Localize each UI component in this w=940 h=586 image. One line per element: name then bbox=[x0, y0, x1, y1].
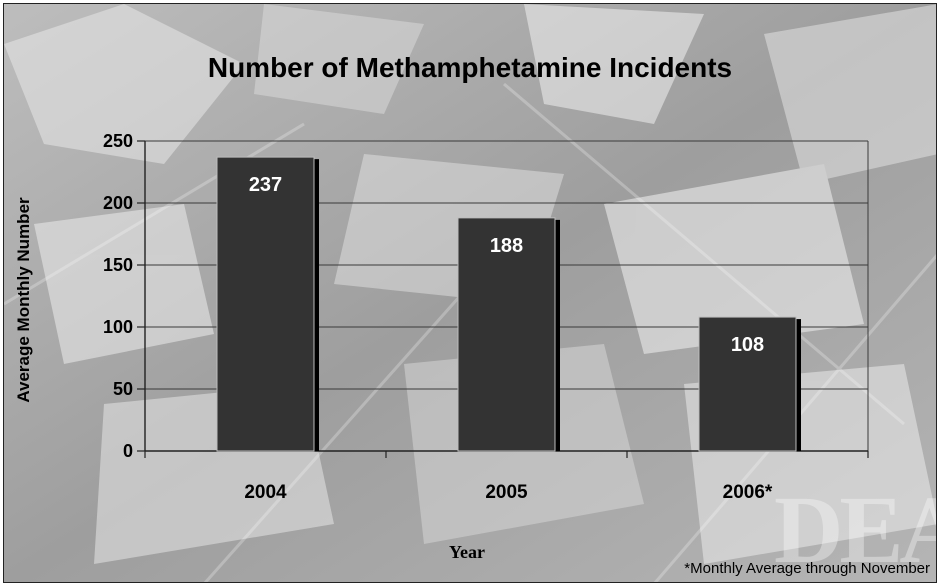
x-axis-label: Year bbox=[449, 542, 485, 562]
x-tick-label-2006*: 2006* bbox=[723, 482, 773, 503]
y-tick-label-200: 200 bbox=[103, 193, 133, 213]
x-tick-label-2004: 2004 bbox=[244, 482, 287, 503]
dea-watermark-logo: DEA bbox=[774, 476, 936, 583]
chart-title: Number of Methamphetamine Incidents bbox=[207, 52, 733, 83]
y-tick-label-100: 100 bbox=[103, 317, 133, 337]
bar-2006* bbox=[698, 316, 797, 452]
y-tick-label-50: 50 bbox=[113, 379, 133, 399]
y-tick-label-0: 0 bbox=[123, 441, 133, 461]
y-tick-label-150: 150 bbox=[103, 255, 133, 275]
bar-2004 bbox=[216, 156, 315, 452]
bar-2005 bbox=[457, 217, 556, 452]
data-label-2004: 237 bbox=[249, 174, 282, 196]
x-tick-label-2005: 2005 bbox=[485, 482, 528, 503]
chart-footnote: *Monthly Average through November bbox=[684, 560, 930, 577]
data-label-2005: 188 bbox=[490, 235, 523, 257]
y-tick-label-250: 250 bbox=[103, 131, 133, 151]
data-label-2006*: 108 bbox=[731, 334, 764, 356]
